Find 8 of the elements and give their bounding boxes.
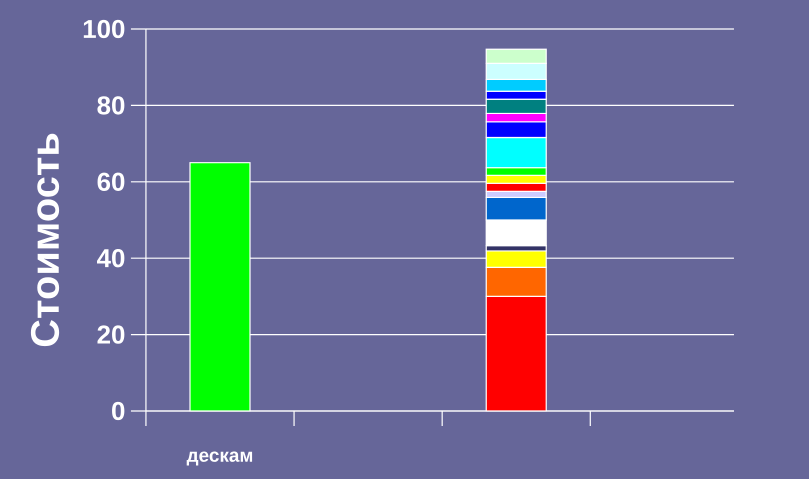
- y-tick-label: 20: [98, 325, 124, 344]
- y-tick-label: 60: [98, 172, 124, 191]
- y-tick-label: 40: [97, 249, 124, 268]
- x-tick-label: дескам: [186, 452, 252, 466]
- y-axis-title: Стоимость: [30, 134, 60, 346]
- y-tick-label: 100: [84, 20, 124, 38]
- y-tick-label: 80: [97, 96, 124, 115]
- y-tick-label: 0: [112, 402, 124, 420]
